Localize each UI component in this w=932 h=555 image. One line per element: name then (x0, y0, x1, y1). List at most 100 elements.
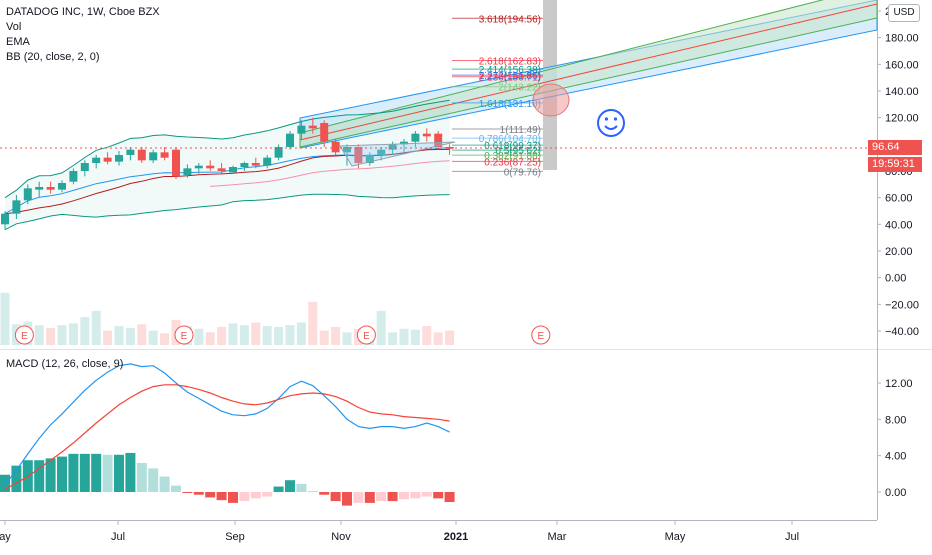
currency-button[interactable]: USD (888, 4, 920, 22)
macd-histogram-bar (228, 492, 238, 503)
time-axis-label: Sep (225, 531, 245, 543)
volume-bar (308, 301, 318, 345)
candle-body (12, 200, 21, 214)
earnings-label: E (363, 331, 370, 342)
volume-bar (239, 325, 249, 345)
candle-body (297, 125, 306, 134)
smiley-icon[interactable] (597, 109, 625, 137)
candle-body (46, 187, 55, 190)
parallel-channel-inner[interactable] (299, 0, 878, 148)
candle-body (263, 157, 272, 166)
indicator-vol[interactable]: Vol (6, 21, 22, 33)
time-axis-label: May (665, 531, 686, 543)
price-axis-label: −40.00 (885, 326, 919, 338)
volume-bar (376, 310, 386, 345)
earnings-marker: E (531, 325, 551, 345)
candle-body (69, 171, 78, 182)
earnings-marker: E (14, 325, 34, 345)
price-axis-label: 160.00 (885, 59, 919, 71)
volume-bar (433, 332, 443, 345)
macd-histogram-bar (171, 485, 181, 492)
volume-bar (125, 327, 135, 345)
fib-level-label: 2.618(162.83) (479, 57, 541, 68)
macd-histogram-bar (285, 480, 295, 492)
bollinger-upper[interactable] (4, 99, 450, 199)
earnings-label: E (181, 331, 188, 342)
macd-histogram-bar (182, 492, 193, 493)
ellipse-highlight[interactable] (532, 83, 570, 117)
price-axis-label: −20.00 (885, 299, 919, 311)
volume-bar (194, 328, 204, 345)
macd-histogram-bar (34, 460, 45, 492)
bollinger-fill (5, 100, 450, 230)
fib-level-label: 0.618(99.37) (484, 141, 541, 152)
price-axis-label: 20.00 (885, 246, 913, 258)
earnings-circle (531, 325, 551, 345)
indicator-macd[interactable]: MACD (12, 26, close, 9) (6, 358, 124, 370)
ema-line[interactable] (4, 148, 450, 215)
macd-axis-label: 8.00 (885, 414, 906, 426)
fib-level-label: 3.618(194.56) (479, 14, 541, 25)
macd-histogram-bar (11, 465, 22, 492)
earnings-circle (356, 325, 376, 345)
macd-histogram-bar (273, 486, 284, 492)
volume-bar (228, 323, 238, 345)
time-axis-label: Mar (548, 531, 567, 543)
macd-histogram-bar (136, 462, 147, 492)
volume-bar (388, 332, 398, 345)
price-axis-label: 140.00 (885, 86, 919, 98)
candle-body (103, 157, 112, 162)
volume-bar (103, 330, 113, 345)
candle-body (320, 123, 329, 142)
indicator-ema[interactable]: EMA (6, 36, 30, 48)
candle-body (240, 163, 249, 167)
candle-body (217, 168, 226, 171)
macd-histogram-bar (421, 492, 432, 497)
candle-body (343, 147, 351, 153)
time-axis[interactable]: ay Jul Sep Nov 2021 Mar May Jul (0, 521, 799, 543)
indicator-bb[interactable]: BB (20, close, 2, 0) (6, 51, 100, 63)
earnings-marker: E (356, 325, 376, 345)
signal-line[interactable] (4, 384, 450, 490)
macd-histogram-bar (102, 454, 113, 492)
time-axis-label: ay (0, 531, 11, 543)
candles[interactable] (1, 117, 454, 230)
ema-long-line[interactable] (210, 160, 450, 187)
candle-body (411, 133, 420, 142)
symbol-title[interactable]: DATADOG INC, 1W, Cboe BZX (6, 6, 160, 18)
candle-body (331, 141, 340, 153)
volume-bar (91, 310, 101, 345)
fib-extension[interactable]: 3.618(194.56)2.618(162.83)2.414(156.38)2… (452, 14, 543, 178)
volume-bar (217, 327, 227, 345)
fib-level-label: 0.786(104.70) (479, 134, 541, 145)
macd-line[interactable] (4, 363, 450, 486)
macd-histogram-bar (45, 458, 56, 492)
macd-histogram-bar (205, 492, 216, 498)
volume-bars (0, 292, 455, 345)
price-axis[interactable]: 200.00180.00160.00140.00120.00100.0080.0… (877, 6, 919, 338)
macd-histogram-bar (387, 492, 398, 502)
time-axis-label: Jul (111, 531, 125, 543)
macd-axis[interactable]: 12.00 8.00 4.00 0.00 (877, 378, 913, 499)
macd-histogram-bar (125, 452, 136, 492)
bollinger-lower[interactable] (4, 193, 450, 231)
macd-histogram-bar (216, 492, 227, 501)
candle-body (137, 149, 146, 161)
macd-histogram-bar (193, 492, 204, 495)
price-axis-label: 40.00 (885, 219, 913, 231)
macd-histogram-bar (444, 492, 455, 502)
last-price-label: 96.64 (868, 140, 922, 155)
candle-body (354, 147, 363, 163)
candle-body (206, 165, 215, 169)
macd-histogram-bar (91, 453, 102, 492)
candle-body (308, 125, 317, 129)
volume-bar (57, 325, 67, 345)
volume-bar (114, 326, 124, 345)
macd-histogram-bar (342, 492, 352, 506)
candle-body (194, 165, 203, 169)
parallel-channel-median[interactable] (299, 3, 878, 141)
macd-histogram-bar (57, 456, 67, 492)
